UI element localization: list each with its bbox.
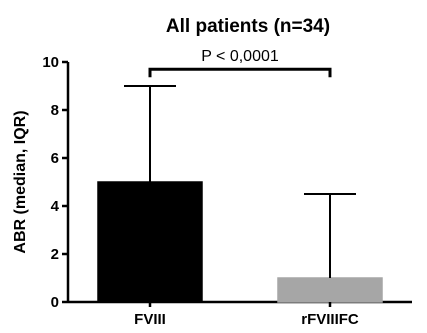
x-category-label: FVIII	[134, 311, 166, 328]
y-tick-label: 2	[51, 246, 59, 263]
y-tick-label: 0	[51, 294, 59, 311]
significance-bracket	[148, 67, 332, 78]
bracket-line	[148, 67, 332, 78]
bar-rfviiifc	[277, 277, 383, 303]
x-category-label: rFVIIIFC	[301, 311, 359, 328]
y-tick-label: 8	[51, 102, 59, 119]
error-bars	[124, 85, 356, 278]
y-axis-label: ABR (median, IQR)	[12, 110, 29, 253]
p-value-annotation: P < 0,0001	[201, 48, 279, 65]
y-tick-label: 10	[42, 54, 59, 71]
y-axis-ticks: 0 2 4 6 8 10	[42, 54, 68, 311]
y-tick-label: 4	[51, 198, 60, 215]
y-tick-label: 6	[51, 150, 59, 167]
x-axis-categories: FVIII rFVIIIFC	[134, 302, 359, 328]
chart-title: All patients (n=34)	[166, 16, 330, 37]
bars	[97, 181, 383, 303]
bar-fviii	[97, 181, 203, 303]
